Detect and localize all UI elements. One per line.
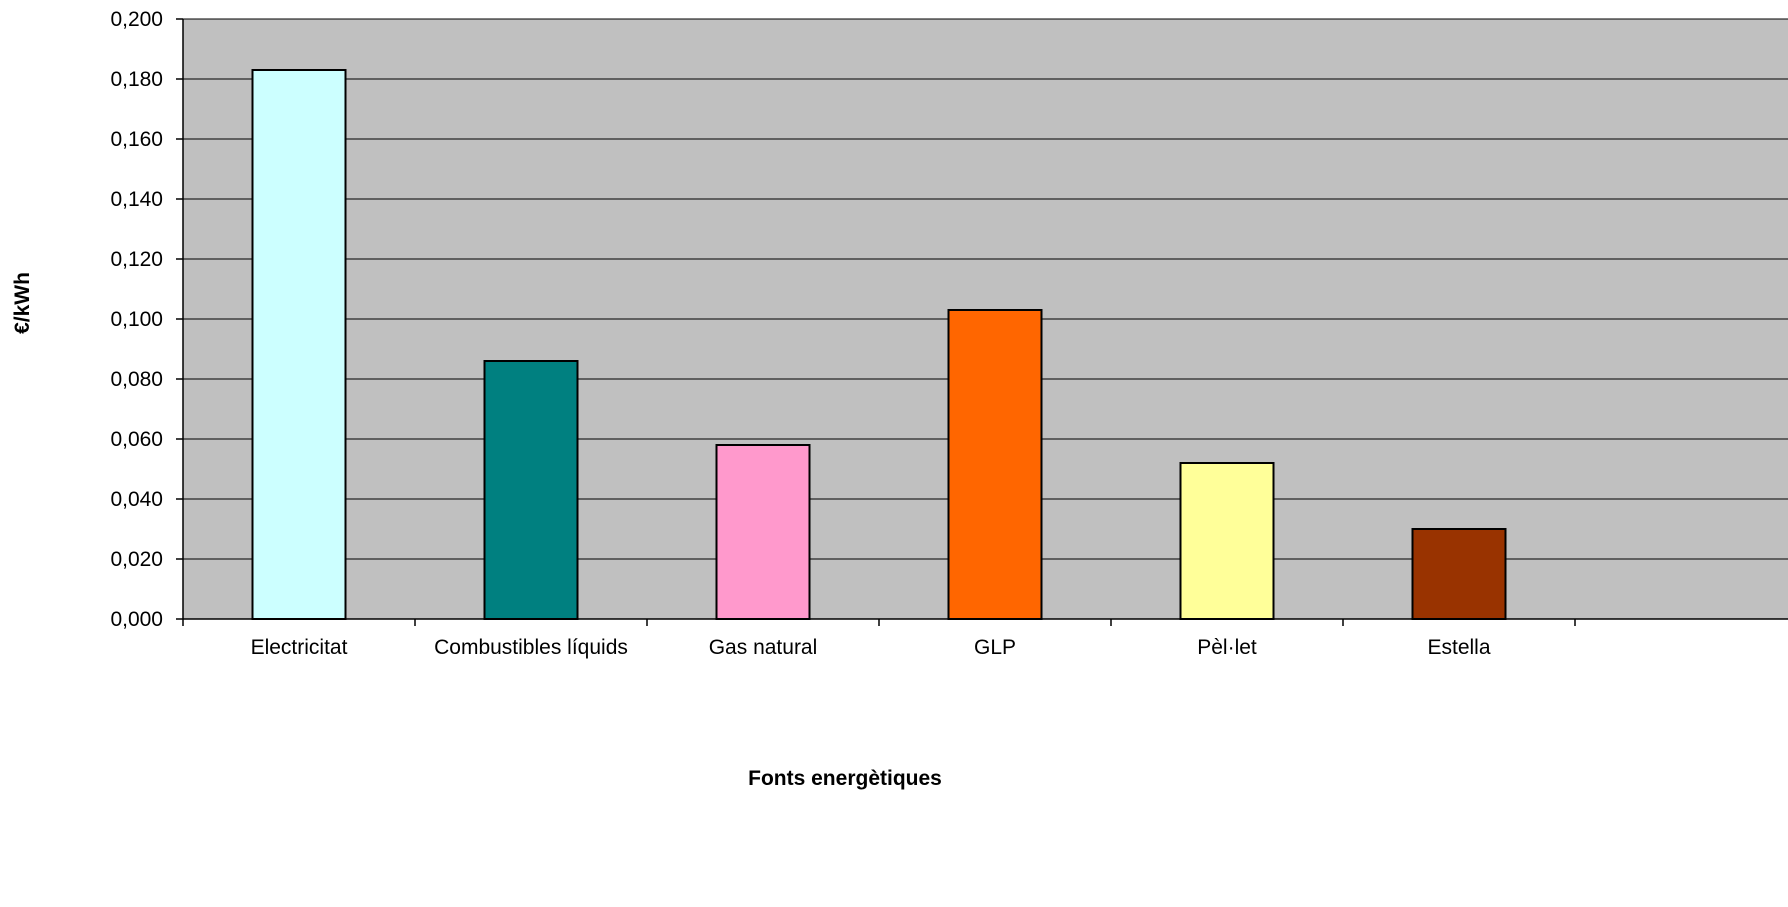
y-tick-label: 0,100 bbox=[110, 308, 163, 331]
x-tick-label: GLP bbox=[974, 636, 1016, 659]
y-tick-label: 0,160 bbox=[110, 128, 163, 151]
x-tick-label: Electricitat bbox=[251, 636, 348, 659]
bar bbox=[947, 309, 1043, 620]
x-tick-label: Gas natural bbox=[709, 636, 818, 659]
y-tick-label: 0,180 bbox=[110, 68, 163, 91]
bars bbox=[251, 69, 1507, 620]
bar bbox=[251, 69, 347, 620]
y-axis-ticks: 0,000 0,020 0,040 0,060 0,080 0,100 0,120 0,140… bbox=[110, 8, 183, 631]
x-axis-title: Fonts energètiques bbox=[748, 767, 942, 790]
y-tick-label: 0,040 bbox=[110, 488, 163, 511]
y-tick-label: 0,080 bbox=[110, 368, 163, 391]
x-axis-ticks: Electricitat Combustibles líquids Gas natu… bbox=[182, 619, 1576, 659]
bar bbox=[1411, 528, 1507, 620]
y-tick-label: 0,020 bbox=[110, 548, 163, 571]
bar bbox=[715, 444, 811, 620]
x-tick-label: Pèl·let bbox=[1197, 636, 1257, 659]
x-tick-label: Estella bbox=[1427, 636, 1490, 659]
y-tick-label: 0,140 bbox=[110, 188, 163, 211]
bar bbox=[483, 360, 579, 620]
x-tick-label: Combustibles líquids bbox=[434, 636, 628, 659]
y-tick-label: 0,000 bbox=[110, 608, 163, 631]
y-tick-label: 0,200 bbox=[110, 8, 163, 31]
bar bbox=[1179, 462, 1275, 620]
y-tick-label: 0,060 bbox=[110, 428, 163, 451]
y-axis-title: €/kWh bbox=[11, 272, 34, 334]
y-tick-label: 0,120 bbox=[110, 248, 163, 271]
